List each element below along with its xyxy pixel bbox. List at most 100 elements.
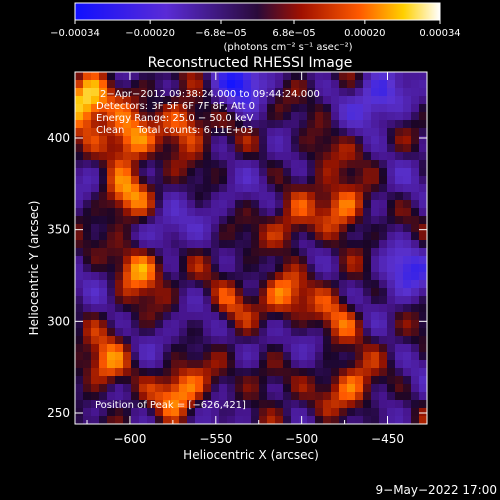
heatmap-cell: [251, 392, 260, 401]
heatmap-cell: [291, 80, 300, 89]
heatmap-cell: [347, 392, 356, 401]
heatmap-cell: [411, 320, 420, 329]
heatmap-cell: [267, 328, 276, 337]
heatmap-cell: [267, 88, 276, 97]
heatmap-cell: [211, 280, 220, 289]
heatmap-cell: [251, 200, 260, 209]
heatmap-cell: [211, 320, 220, 329]
heatmap-cell: [155, 96, 164, 105]
heatmap-cell: [99, 384, 108, 393]
heatmap-cell: [115, 96, 124, 105]
heatmap-cell: [331, 80, 340, 89]
heatmap-cell: [123, 160, 132, 169]
heatmap-cell: [419, 272, 427, 281]
heatmap-cell: [339, 160, 348, 169]
heatmap-cell: [323, 224, 332, 233]
heatmap-cell: [323, 80, 332, 89]
heatmap-cell: [331, 312, 340, 321]
heatmap-cell: [403, 256, 412, 265]
heatmap-cell: [171, 376, 180, 385]
heatmap-cell: [331, 216, 340, 225]
heatmap-cell: [235, 400, 244, 409]
heatmap-cell: [411, 184, 420, 193]
heatmap-cell: [107, 264, 116, 273]
heatmap-cell: [227, 216, 236, 225]
heatmap-cell: [123, 216, 132, 225]
heatmap-cell: [83, 320, 92, 329]
heatmap-cell: [147, 376, 156, 385]
heatmap-cell: [219, 336, 228, 345]
heatmap-cell: [195, 408, 204, 417]
heatmap-cell: [83, 392, 92, 401]
heatmap-cell: [187, 184, 196, 193]
heatmap-cell: [259, 272, 268, 281]
heatmap-cell: [99, 256, 108, 265]
heatmap-cell: [363, 232, 372, 241]
heatmap-cell: [107, 240, 116, 249]
heatmap-cell: [403, 136, 412, 145]
heatmap-cell: [107, 296, 116, 305]
heatmap-cell: [99, 176, 108, 185]
heatmap-cell: [323, 408, 332, 417]
heatmap-cell: [115, 328, 124, 337]
heatmap-cell: [99, 200, 108, 209]
heatmap-cell: [331, 320, 340, 329]
heatmap-cell: [211, 80, 220, 89]
heatmap-cell: [147, 304, 156, 313]
heatmap-cell: [339, 120, 348, 129]
heatmap-cell: [291, 272, 300, 281]
heatmap-cell: [171, 248, 180, 257]
heatmap-cell: [75, 152, 84, 161]
heatmap-cell: [107, 368, 116, 377]
heatmap-cell: [187, 88, 196, 97]
heatmap-cell: [323, 344, 332, 353]
heatmap-cell: [195, 400, 204, 409]
heatmap-cell: [155, 416, 164, 424]
heatmap-cell: [195, 112, 204, 121]
heatmap-cell: [107, 168, 116, 177]
heatmap-cell: [235, 376, 244, 385]
heatmap-cell: [259, 368, 268, 377]
heatmap-cell: [331, 368, 340, 377]
heatmap-cell: [267, 360, 276, 369]
heatmap-cell: [323, 192, 332, 201]
heatmap-cell: [99, 160, 108, 169]
heatmap-cell: [147, 240, 156, 249]
heatmap-cell: [195, 344, 204, 353]
heatmap-cell: [299, 280, 308, 289]
heatmap-cell: [195, 128, 204, 137]
heatmap-cell: [139, 200, 148, 209]
heatmap-cell: [355, 160, 364, 169]
heatmap-cell: [251, 272, 260, 281]
heatmap-cell: [219, 184, 228, 193]
heatmap-cell: [91, 288, 100, 297]
heatmap-cell: [411, 336, 420, 345]
heatmap-cell: [363, 416, 372, 424]
heatmap-cell: [379, 176, 388, 185]
heatmap-cell: [227, 368, 236, 377]
heatmap-cell: [107, 256, 116, 265]
x-axis-label: Heliocentric X (arcsec): [183, 448, 319, 462]
heatmap-cell: [147, 296, 156, 305]
heatmap-cell: [243, 208, 252, 217]
heatmap-cell: [131, 200, 140, 209]
heatmap-cell: [395, 208, 404, 217]
heatmap-cell: [395, 312, 404, 321]
heatmap-cell: [163, 288, 172, 297]
heatmap-cell: [411, 304, 420, 313]
heatmap-cell: [195, 376, 204, 385]
heatmap-cell: [355, 288, 364, 297]
heatmap-cell: [395, 304, 404, 313]
heatmap-cell: [339, 384, 348, 393]
heatmap-cell: [147, 192, 156, 201]
heatmap-cell: [323, 272, 332, 281]
colorbar-tick-label: −6.8e−05: [195, 28, 247, 39]
heatmap-cell: [331, 112, 340, 121]
heatmap-cell: [299, 312, 308, 321]
heatmap-cell: [155, 176, 164, 185]
heatmap-cell: [275, 288, 284, 297]
heatmap-cell: [75, 376, 84, 385]
heatmap-cell: [123, 304, 132, 313]
heatmap-cell: [147, 368, 156, 377]
heatmap-cell: [235, 288, 244, 297]
